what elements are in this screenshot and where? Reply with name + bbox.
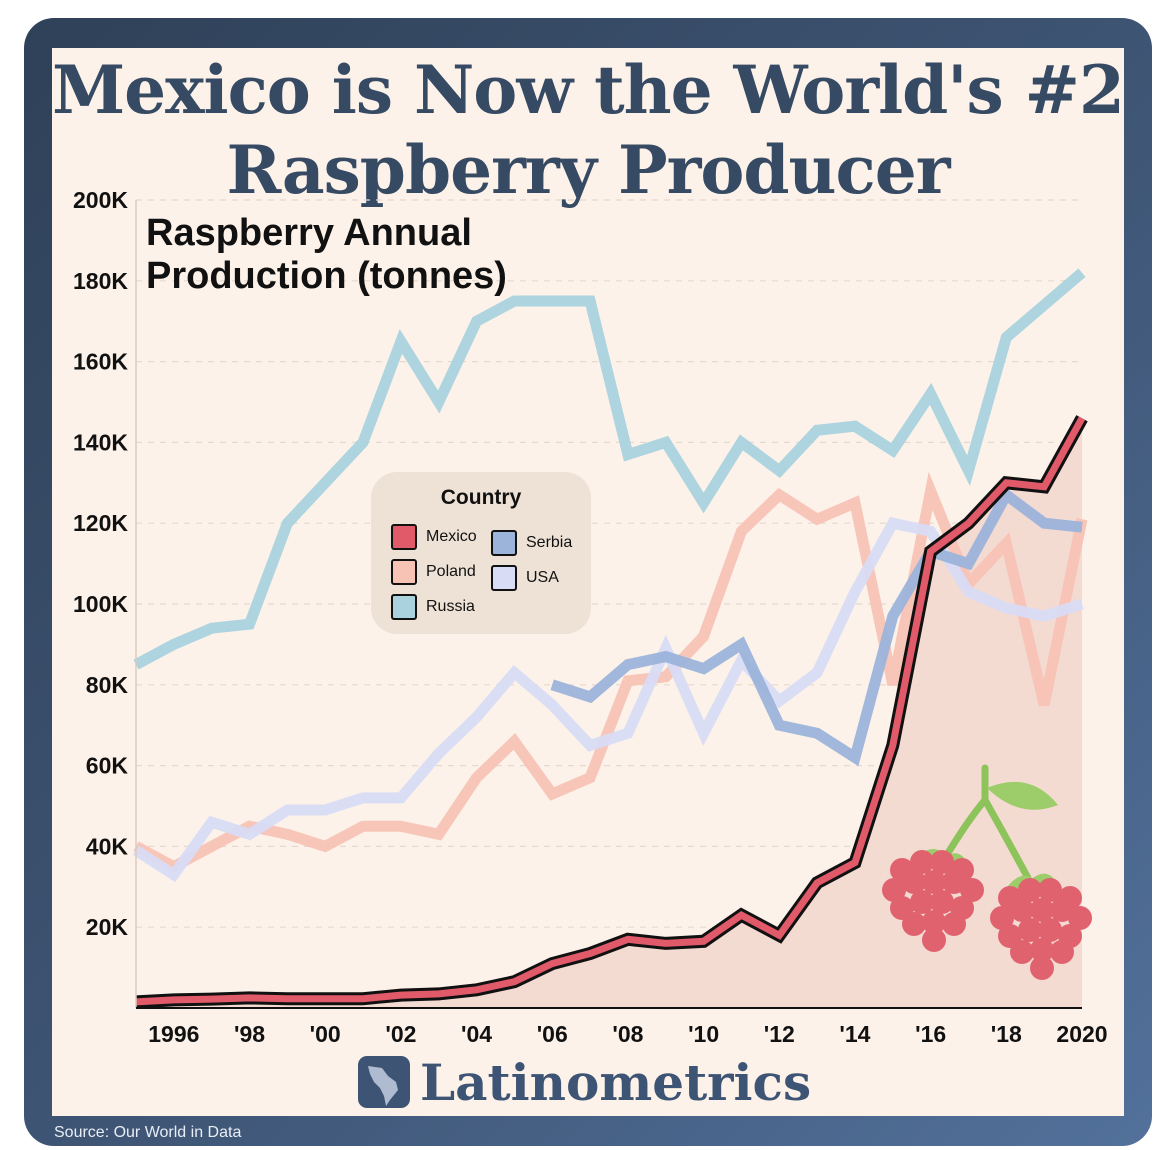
- drupelet: [902, 912, 926, 936]
- x-tick-label: '06: [537, 1021, 568, 1047]
- legend-item-mexico: Mexico: [391, 524, 477, 550]
- legend-label: Mexico: [426, 528, 477, 545]
- drupelet: [960, 878, 984, 902]
- y-tick-label: 200K: [73, 187, 128, 213]
- x-tick-label: '12: [764, 1021, 795, 1047]
- legend-swatch: [391, 594, 417, 620]
- drupelet: [1010, 940, 1034, 964]
- drupelet: [1050, 940, 1074, 964]
- legend-label: Poland: [426, 563, 476, 580]
- legend-swatch: [491, 565, 517, 591]
- latin-america-map-icon: [358, 1056, 410, 1108]
- drupelet: [1038, 878, 1062, 902]
- brand-name: Latinometrics: [420, 1052, 812, 1112]
- x-tick-label: '02: [385, 1021, 416, 1047]
- y-tick-label: 140K: [73, 429, 128, 455]
- drupelet: [922, 910, 946, 934]
- drupelet: [1030, 938, 1054, 962]
- y-tick-label: 180K: [73, 268, 128, 294]
- drupelet: [1038, 918, 1062, 942]
- legend-label: Serbia: [526, 534, 573, 551]
- legend-swatch: [491, 530, 517, 556]
- legend-label: Russia: [426, 598, 475, 615]
- x-tick-label: '00: [310, 1021, 341, 1047]
- drupelet: [922, 870, 946, 894]
- drupelet: [910, 850, 934, 874]
- drupelet: [942, 870, 966, 894]
- drupelet: [1018, 918, 1042, 942]
- page-title: Mexico is Now the World's #2 Raspberry P…: [52, 51, 1125, 209]
- drupelet: [922, 928, 946, 952]
- x-tick-label: '08: [612, 1021, 643, 1047]
- legend-label: USA: [526, 569, 559, 586]
- y-tick-label: 120K: [73, 510, 128, 536]
- y-tick-label: 40K: [86, 833, 129, 859]
- brand-logo: Latinometrics: [358, 1052, 811, 1112]
- series-usa-line: [133, 516, 1084, 883]
- drupelet: [990, 906, 1014, 930]
- x-tick-label: 2020: [1056, 1021, 1107, 1047]
- x-tick-label: '10: [688, 1021, 719, 1047]
- y-tick-label: 20K: [86, 914, 129, 940]
- legend-item-serbia: Serbia: [491, 530, 572, 556]
- series-serbia-line: [550, 486, 1083, 767]
- drupelet: [1010, 898, 1034, 922]
- y-tick-label: 100K: [73, 591, 128, 617]
- x-tick-label: 1996: [148, 1021, 199, 1047]
- drupelet: [910, 890, 934, 914]
- x-tick-label: '18: [991, 1021, 1022, 1047]
- series-mexico-line: [135, 416, 1086, 1006]
- drupelet: [902, 870, 926, 894]
- drupelet: [882, 878, 906, 902]
- legend-item-russia: Russia: [391, 594, 475, 620]
- raspberry-illustration-icon: [882, 764, 1092, 980]
- legend-title: Country: [440, 486, 522, 509]
- x-tick-label: '14: [839, 1021, 870, 1047]
- legend-swatch: [391, 524, 417, 550]
- y-tick-label: 60K: [86, 753, 129, 779]
- source-note: Source: Our World in Data: [54, 1124, 242, 1141]
- drupelet: [1068, 906, 1092, 930]
- x-tick-label: '16: [915, 1021, 946, 1047]
- drupelet: [942, 912, 966, 936]
- x-tick-label: '98: [234, 1021, 265, 1047]
- legend-swatch: [391, 559, 417, 585]
- legend: Country Mexico Poland Russia Serbia USA: [371, 472, 591, 634]
- y-tick-label: 80K: [86, 672, 129, 698]
- y-tick-label: 160K: [73, 349, 128, 375]
- series-poland-line: [133, 471, 1088, 873]
- legend-item-poland: Poland: [391, 559, 476, 585]
- mexico-area: [136, 418, 1082, 1008]
- drupelet: [1018, 878, 1042, 902]
- drupelet: [1030, 898, 1054, 922]
- x-tick-label: '04: [461, 1021, 492, 1047]
- drupelet: [930, 850, 954, 874]
- drupelet: [1050, 898, 1074, 922]
- legend-item-usa: USA: [491, 565, 559, 591]
- series-russia-line: [133, 268, 1086, 670]
- chart-subtitle: Raspberry Annual Production (tonnes): [146, 212, 507, 297]
- drupelet: [1030, 956, 1054, 980]
- drupelet: [930, 890, 954, 914]
